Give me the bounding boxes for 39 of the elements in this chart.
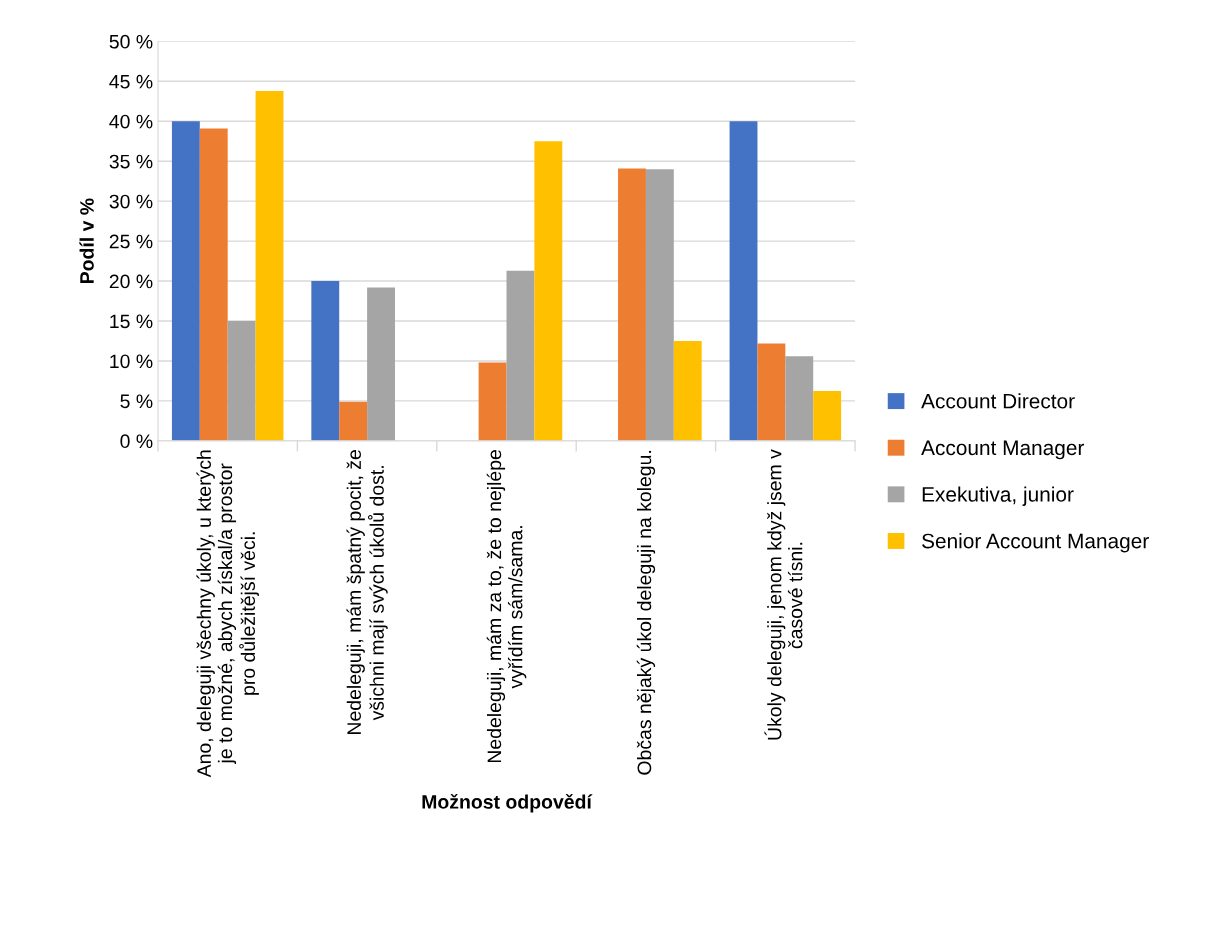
bar [171,121,200,441]
legend-label: Exekutiva, junior [922,486,1074,506]
y-tick-label: 0 % [120,434,153,449]
legend-label: Account Director [921,393,1075,409]
bar [339,401,368,441]
bar [255,90,284,441]
legend-label: Senior Account Manager [922,533,1149,553]
y-tick-label: 25 % [109,234,153,249]
bar [478,362,507,441]
y-tick-label: 30 % [109,194,153,209]
bar [311,281,340,441]
x-tick-label: Nedeleguji, mám špatný pocit, že všichni mají svých úkolů dost. [346,450,388,734]
bar [506,270,535,441]
x-tick-label: Úkoly deleguji, jenom když jsem v časové tísni. [764,449,803,740]
bar [813,390,842,441]
x-axis-title: Možnost odpovědí [422,794,593,813]
bar [729,121,758,441]
bar [785,356,814,441]
y-tick-label: 50 % [109,34,153,49]
bar [199,128,228,441]
y-tick-label: 5 % [120,394,153,409]
bar [673,340,702,441]
x-tick-label: Nedeleguji, mám za to, že to nejlépe vyřídím sám/sama. [486,450,527,763]
legend-label: Account Manager [921,440,1085,460]
bar [227,321,256,441]
y-axis-title: Podíl v % [79,198,94,284]
x-tick-label: Ano, deleguji všechny úkoly, u kterých je to možné, abych získal/a prostor pro důležitější věci. [196,450,259,778]
y-tick-label: 45 % [109,74,153,89]
y-tick-label: 35 % [109,154,153,169]
bar [645,169,674,441]
bar [534,141,563,441]
bar [367,287,395,441]
y-tick-label: 40 % [109,114,153,129]
y-tick-label: 20 % [109,274,153,289]
y-tick-label: 15 % [110,314,153,329]
bar [618,168,646,441]
x-tick-label: Občas nějaký úkol deleguji na kolegu. [636,450,656,775]
bar [757,343,786,441]
y-tick-label: 10 % [110,354,153,369]
